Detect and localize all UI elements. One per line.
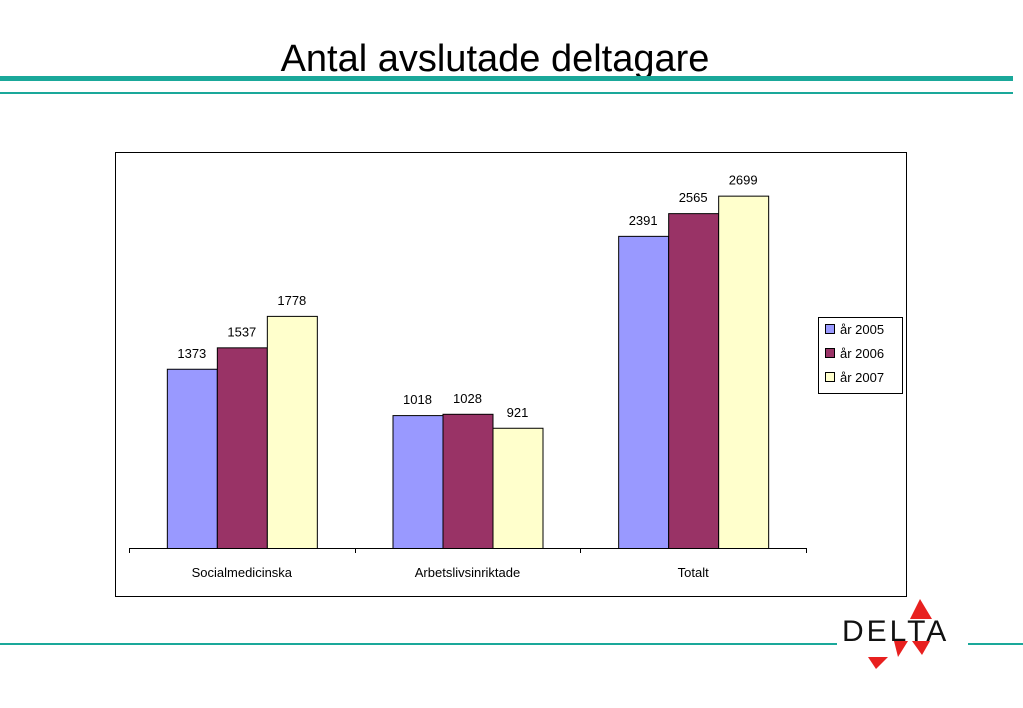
data-label: 2565 [679,190,708,205]
data-label: 1537 [227,324,256,339]
legend-label: år 2005 [840,322,884,337]
data-label: 1373 [177,346,206,361]
data-label: 2699 [729,173,758,188]
bar-2-3 [668,213,720,549]
legend-swatch [825,372,835,382]
x-axis: Socialmedicinska Arbetslivsinriktade Total… [129,548,807,580]
legend-swatch [825,348,835,358]
bar-2-1 [216,347,268,549]
x-tick-label: Totalt [678,565,709,580]
delta-logo: DELTA [842,599,949,669]
bar-1-1 [166,368,218,549]
logo-triangle-low [868,657,888,669]
logo-text: DELTA [842,615,949,648]
data-label: 1028 [453,391,482,406]
x-tick-label: Socialmedicinska [192,565,293,580]
footer-rule-right [968,643,1023,645]
logo-triangle-top [910,599,932,619]
logo-triangle-mid [894,641,908,657]
bar-3-3 [718,195,770,550]
header-rule-thin [0,92,1013,94]
bar-2-2 [442,413,494,549]
legend-label: år 2006 [840,346,884,361]
legend: år 2005 år 2006 år 2007 [818,317,903,394]
header-rule-thick [0,76,1013,81]
bar-1-2 [392,415,444,549]
data-label: 1778 [277,293,306,308]
data-label: 2391 [629,213,658,228]
page-title: Antal avslutade deltagare [280,38,710,80]
bar-3-1 [266,315,318,550]
legend-label: år 2007 [840,370,884,385]
bars-layer [166,195,770,550]
data-label: 921 [507,405,529,420]
legend-swatch [825,324,835,334]
footer-rule-left [0,643,837,645]
data-labels-layer: 1373 1537 1778 1018 1028 921 2391 2565 2699 [177,173,757,420]
logo-triangle-right [912,641,930,655]
bar-1-3 [618,235,670,549]
x-tick-label: Arbetslivsinriktade [415,565,521,580]
data-label: 1018 [403,392,432,407]
bar-3-2 [492,427,544,550]
